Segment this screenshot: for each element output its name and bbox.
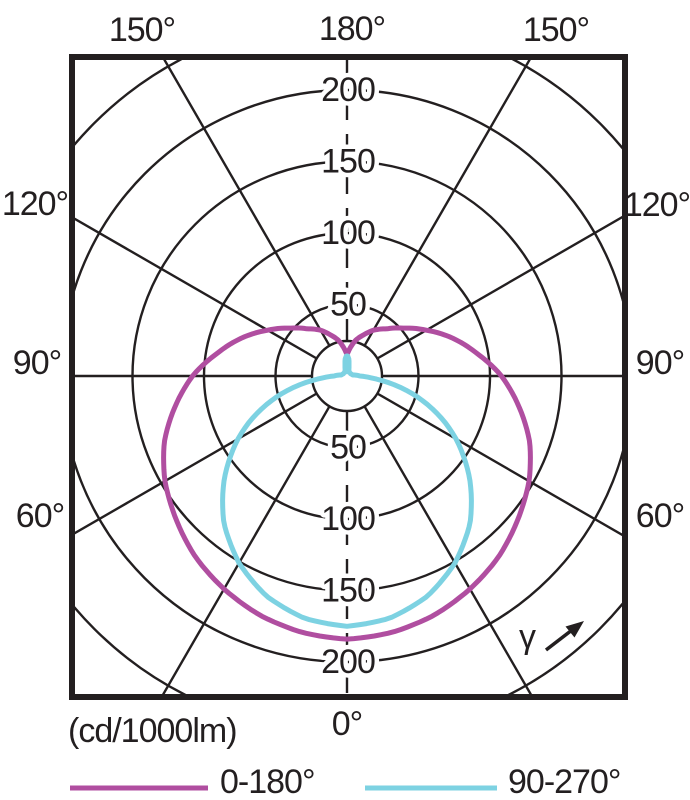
grid-spoke-240	[163, 60, 331, 347]
grid-spoke-120	[162, 405, 331, 694]
angle-label-left-120: 120°	[2, 185, 68, 223]
grid-spoke-150	[75, 392, 318, 535]
angle-label-left-90: 90°	[13, 344, 61, 382]
grid-spoke-330	[376, 215, 622, 360]
angle-label-right-120: 120°	[624, 186, 690, 224]
ring-labels-lower: 50 100 150 200	[317, 424, 381, 686]
ring-label-150-upper: 150	[321, 143, 375, 181]
angle-label-top-180: 180°	[319, 10, 385, 48]
curve-90-270	[220, 353, 474, 629]
ring-label-50-upper: 50	[330, 286, 366, 324]
grid-hub-circle	[310, 339, 384, 413]
angle-label-top-right-150: 150°	[523, 11, 589, 49]
ring-label-100-upper: 100	[321, 214, 375, 252]
angle-labels: 150° 180° 150° 120° 90° 60° 120° 90° 60°…	[2, 10, 690, 743]
ring-label-100-lower: 100	[321, 500, 375, 538]
ring-labels-upper: 200 150 100 50	[317, 67, 381, 329]
grid-ring-200	[75, 88, 622, 664]
angle-label-left-60: 60°	[16, 497, 64, 535]
gamma-symbol: γ	[519, 618, 536, 656]
ring-label-150-lower: 150	[321, 572, 375, 610]
legend-label-90-270: 90-270°	[508, 763, 620, 800]
angle-label-top-left-150: 150°	[109, 11, 175, 49]
ring-label-200-lower: 200	[321, 643, 375, 681]
ring-label-50-lower: 50	[330, 429, 366, 467]
angle-label-right-90: 90°	[636, 344, 684, 382]
grid-spoke-300	[363, 60, 531, 347]
curve-0-180	[161, 325, 533, 642]
grid-spoke-210	[75, 217, 318, 360]
grid-spoke-30	[376, 392, 622, 537]
gamma-arrow-icon: γ	[519, 618, 584, 656]
units-label: (cd/1000lm)	[68, 712, 237, 750]
plot-border	[69, 54, 628, 700]
angle-label-right-60: 60°	[636, 497, 684, 535]
legend-label-0-180: 0-180°	[220, 763, 315, 800]
legend: 0-180° 90-270°	[70, 763, 621, 800]
grid-spoke-60	[363, 405, 532, 694]
ring-label-200-upper: 200	[321, 71, 375, 109]
angle-label-bottom-0: 0°	[332, 705, 363, 743]
